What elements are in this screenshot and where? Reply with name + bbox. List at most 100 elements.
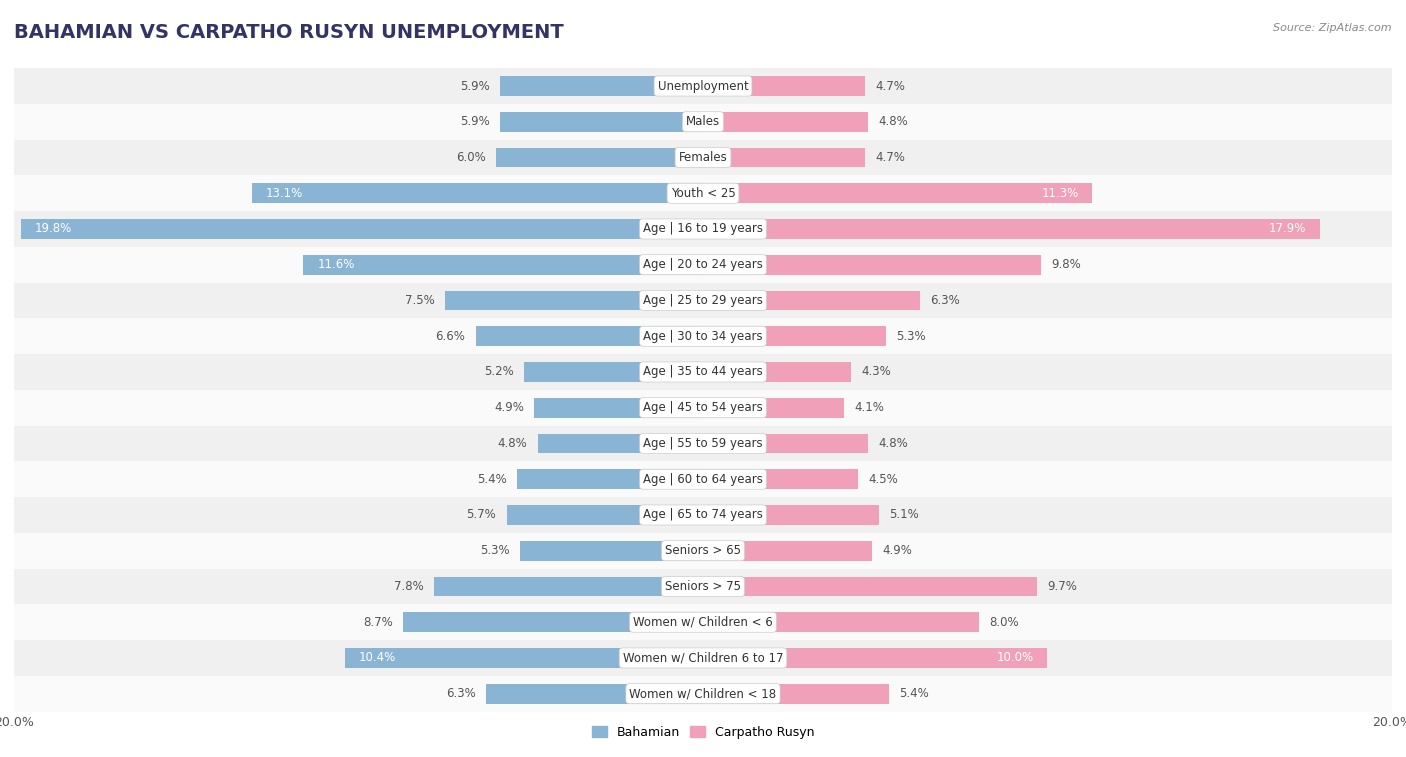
Text: Age | 45 to 54 years: Age | 45 to 54 years bbox=[643, 401, 763, 414]
Text: 4.5%: 4.5% bbox=[869, 472, 898, 486]
Text: Unemployment: Unemployment bbox=[658, 79, 748, 92]
Text: Males: Males bbox=[686, 115, 720, 128]
Text: 8.0%: 8.0% bbox=[988, 615, 1018, 629]
Text: Women w/ Children < 6: Women w/ Children < 6 bbox=[633, 615, 773, 629]
Bar bbox=[537, 434, 703, 453]
Bar bbox=[703, 469, 858, 489]
Bar bbox=[703, 362, 851, 382]
Text: Youth < 25: Youth < 25 bbox=[671, 187, 735, 200]
Bar bbox=[14, 676, 1392, 712]
Text: Females: Females bbox=[679, 151, 727, 164]
Bar bbox=[304, 255, 703, 275]
Bar bbox=[14, 640, 1392, 676]
Text: Women w/ Children 6 to 17: Women w/ Children 6 to 17 bbox=[623, 652, 783, 665]
Bar bbox=[14, 176, 1392, 211]
Bar bbox=[703, 220, 1320, 238]
Bar bbox=[14, 390, 1392, 425]
Text: 19.8%: 19.8% bbox=[35, 223, 72, 235]
Text: Age | 65 to 74 years: Age | 65 to 74 years bbox=[643, 509, 763, 522]
Text: Seniors > 75: Seniors > 75 bbox=[665, 580, 741, 593]
Text: 5.4%: 5.4% bbox=[900, 687, 929, 700]
Bar bbox=[444, 291, 703, 310]
Bar bbox=[14, 604, 1392, 640]
Bar bbox=[14, 211, 1392, 247]
Text: 4.1%: 4.1% bbox=[855, 401, 884, 414]
Text: 7.5%: 7.5% bbox=[405, 294, 434, 307]
Bar bbox=[506, 505, 703, 525]
Text: 5.7%: 5.7% bbox=[467, 509, 496, 522]
Text: Age | 35 to 44 years: Age | 35 to 44 years bbox=[643, 366, 763, 378]
Bar bbox=[486, 684, 703, 703]
Text: 4.7%: 4.7% bbox=[875, 79, 905, 92]
Bar bbox=[703, 505, 879, 525]
Bar bbox=[14, 354, 1392, 390]
Text: 9.8%: 9.8% bbox=[1050, 258, 1081, 271]
Bar bbox=[14, 68, 1392, 104]
Bar bbox=[499, 112, 703, 132]
Text: 7.8%: 7.8% bbox=[394, 580, 425, 593]
Text: Age | 60 to 64 years: Age | 60 to 64 years bbox=[643, 472, 763, 486]
Text: 10.4%: 10.4% bbox=[359, 652, 395, 665]
Legend: Bahamian, Carpatho Rusyn: Bahamian, Carpatho Rusyn bbox=[586, 721, 820, 744]
Text: 6.6%: 6.6% bbox=[436, 330, 465, 343]
Bar bbox=[21, 220, 703, 238]
Bar bbox=[524, 362, 703, 382]
Text: 5.1%: 5.1% bbox=[889, 509, 918, 522]
Text: 13.1%: 13.1% bbox=[266, 187, 302, 200]
Text: 5.9%: 5.9% bbox=[460, 79, 489, 92]
Bar bbox=[404, 612, 703, 632]
Text: Age | 25 to 29 years: Age | 25 to 29 years bbox=[643, 294, 763, 307]
Text: 9.7%: 9.7% bbox=[1047, 580, 1077, 593]
Bar bbox=[14, 282, 1392, 319]
Bar bbox=[252, 183, 703, 203]
Bar bbox=[703, 434, 869, 453]
Bar bbox=[14, 425, 1392, 461]
Text: Seniors > 65: Seniors > 65 bbox=[665, 544, 741, 557]
Bar bbox=[520, 541, 703, 560]
Bar bbox=[703, 291, 920, 310]
Bar bbox=[344, 648, 703, 668]
Text: 11.3%: 11.3% bbox=[1042, 187, 1078, 200]
Bar bbox=[703, 541, 872, 560]
Bar bbox=[496, 148, 703, 167]
Text: Age | 16 to 19 years: Age | 16 to 19 years bbox=[643, 223, 763, 235]
Bar bbox=[14, 461, 1392, 497]
Text: 4.7%: 4.7% bbox=[875, 151, 905, 164]
Bar bbox=[14, 139, 1392, 176]
Text: 4.8%: 4.8% bbox=[879, 437, 908, 450]
Text: 4.9%: 4.9% bbox=[882, 544, 912, 557]
Bar bbox=[14, 569, 1392, 604]
Text: 5.3%: 5.3% bbox=[481, 544, 510, 557]
Text: 5.9%: 5.9% bbox=[460, 115, 489, 128]
Text: 8.7%: 8.7% bbox=[363, 615, 392, 629]
Text: Age | 30 to 34 years: Age | 30 to 34 years bbox=[643, 330, 763, 343]
Bar bbox=[14, 319, 1392, 354]
Bar bbox=[703, 577, 1038, 597]
Bar bbox=[499, 76, 703, 96]
Text: 5.3%: 5.3% bbox=[896, 330, 925, 343]
Text: Age | 20 to 24 years: Age | 20 to 24 years bbox=[643, 258, 763, 271]
Text: 6.3%: 6.3% bbox=[446, 687, 475, 700]
Text: 10.0%: 10.0% bbox=[997, 652, 1033, 665]
Text: 5.2%: 5.2% bbox=[484, 366, 513, 378]
Bar bbox=[703, 112, 869, 132]
Bar bbox=[14, 104, 1392, 139]
Bar bbox=[703, 612, 979, 632]
Bar bbox=[703, 684, 889, 703]
Text: 4.8%: 4.8% bbox=[498, 437, 527, 450]
Text: Source: ZipAtlas.com: Source: ZipAtlas.com bbox=[1274, 23, 1392, 33]
Bar bbox=[14, 533, 1392, 569]
Bar bbox=[703, 76, 865, 96]
Text: Age | 55 to 59 years: Age | 55 to 59 years bbox=[643, 437, 763, 450]
Bar bbox=[434, 577, 703, 597]
Text: 5.4%: 5.4% bbox=[477, 472, 506, 486]
Text: Women w/ Children < 18: Women w/ Children < 18 bbox=[630, 687, 776, 700]
Bar bbox=[475, 326, 703, 346]
Bar bbox=[703, 326, 886, 346]
Text: 4.9%: 4.9% bbox=[494, 401, 524, 414]
Bar bbox=[703, 255, 1040, 275]
Bar bbox=[703, 648, 1047, 668]
Bar bbox=[703, 148, 865, 167]
Bar bbox=[517, 469, 703, 489]
Text: 6.0%: 6.0% bbox=[456, 151, 486, 164]
